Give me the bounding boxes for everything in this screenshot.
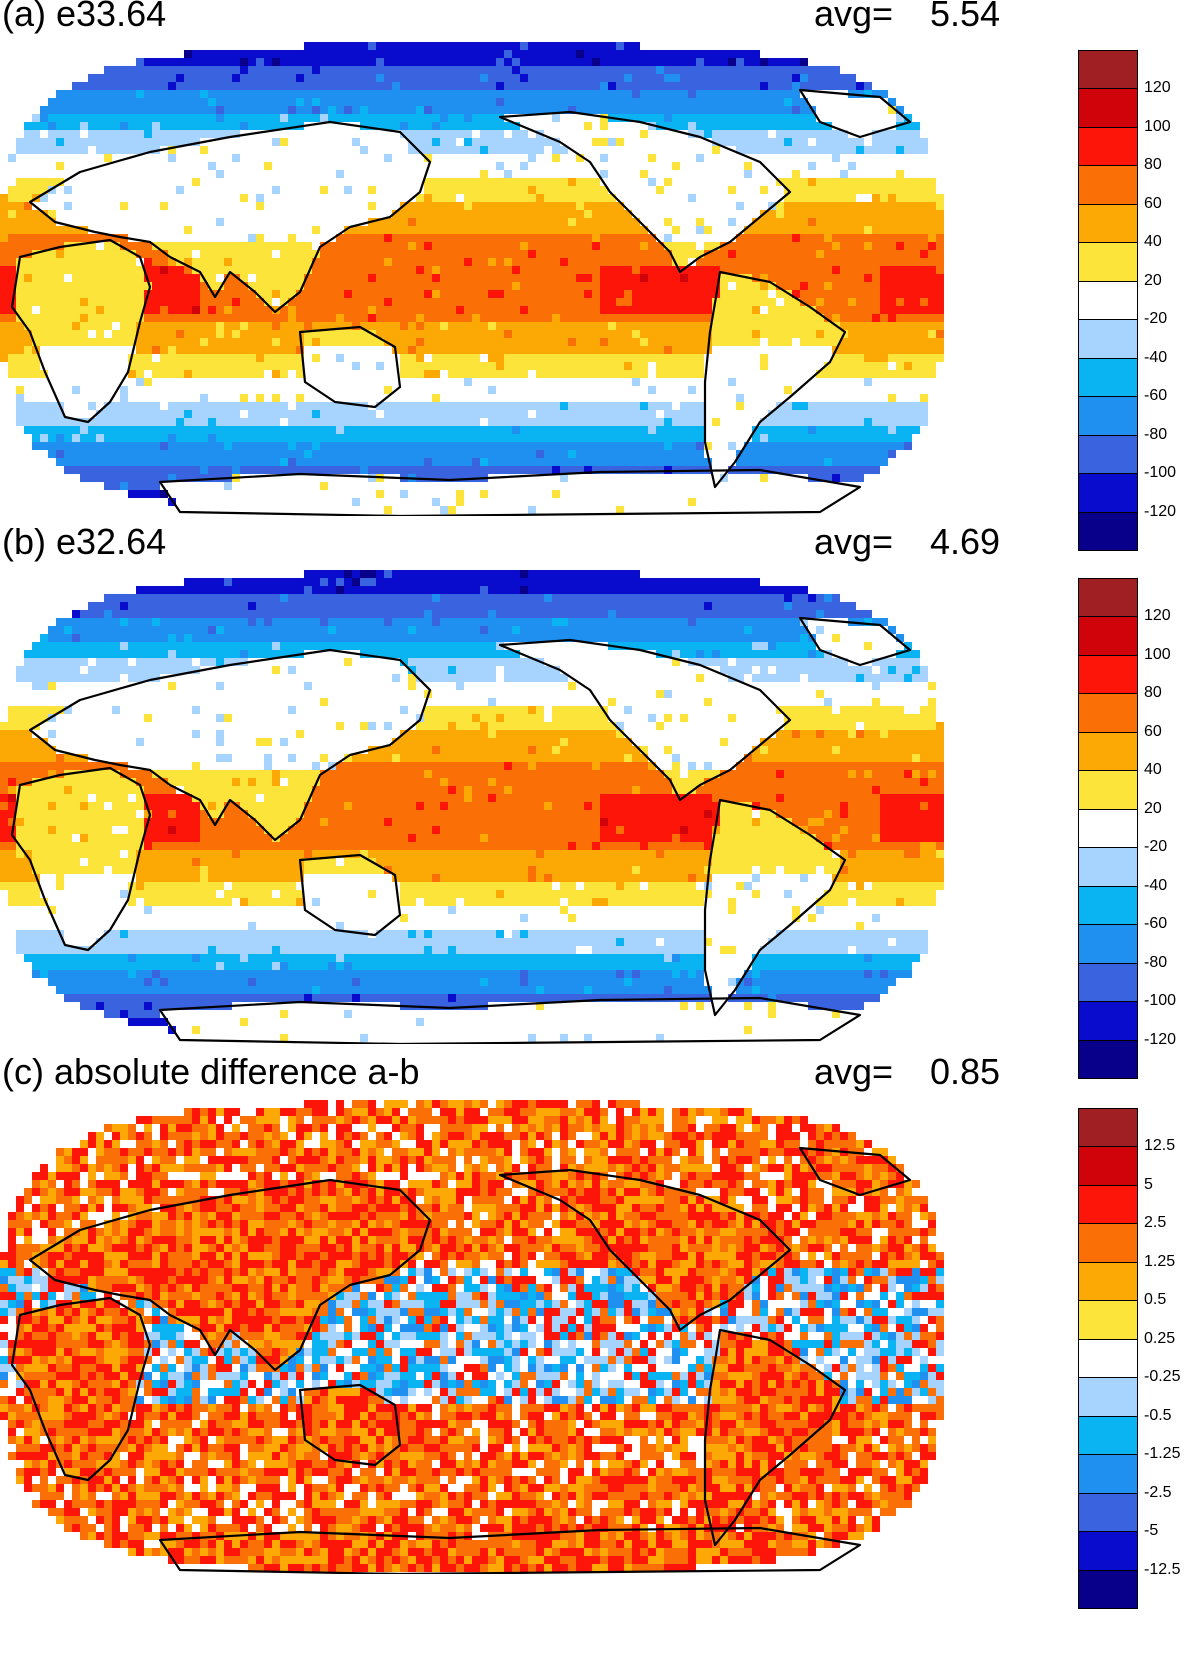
colorbar-tick-label: 80 <box>1144 684 1162 702</box>
colorbar-tick-label: -120 <box>1144 502 1177 520</box>
panel-title: (a) e33.64 <box>2 0 167 34</box>
colorbar-tick-label: -80 <box>1144 425 1168 443</box>
colorbar-tick-label: -100 <box>1144 464 1177 482</box>
colorbar-swatch <box>1078 203 1138 244</box>
colorbar-tick-label: -60 <box>1144 915 1168 933</box>
colorbar-tick-label: 120 <box>1144 79 1171 97</box>
colorbar-tick-label: -120 <box>1144 1030 1177 1048</box>
colorbar-swatch <box>1078 511 1138 551</box>
colorbar-tick-label: 40 <box>1144 761 1162 779</box>
avg-label: avg= <box>814 521 894 562</box>
panel-a: (a) e33.64 avg= 5.54 120 100 80 60 40 20 -20 -4… <box>0 0 1194 560</box>
avg-value: 0.85 <box>930 1051 1001 1092</box>
colorbar-tick-label: -20 <box>1144 838 1168 856</box>
colorbar: 120 100 80 60 40 20 -20 -40 -60 -80 -100 -120 <box>1078 578 1194 1079</box>
colorbar-tick-label: -12.5 <box>1144 1560 1181 1578</box>
world-map <box>0 570 944 1044</box>
colorbar-tick-label: 20 <box>1144 799 1162 817</box>
colorbar-tick-label: 0.25 <box>1144 1329 1176 1347</box>
colorbar-tick-label: -100 <box>1144 992 1177 1010</box>
colorbar-tick-label: 0.5 <box>1144 1291 1167 1309</box>
avg-value: 4.69 <box>930 521 1001 562</box>
colorbar-swatch <box>1078 1492 1138 1533</box>
colorbar: 120 100 80 60 40 20 -20 -40 -60 -80 -100 -120 <box>1078 50 1194 551</box>
coastlines <box>10 1146 912 1574</box>
colorbar-swatch <box>1078 578 1138 618</box>
colorbar-tick-label: -2.5 <box>1144 1483 1172 1501</box>
map-field-cells <box>0 42 944 514</box>
colorbar-swatch <box>1078 242 1138 282</box>
colorbar-tick-label: -80 <box>1144 953 1168 971</box>
panel-title: (c) absolute difference a-b <box>2 1051 420 1092</box>
colorbar-swatch <box>1078 1569 1138 1609</box>
colorbar: 12.5 5 2.5 1.25 0.5 0.25 -0.25 -0.5 -1.25 -2.5 -5 -… <box>1078 1108 1194 1609</box>
colorbar-swatch <box>1078 1108 1138 1148</box>
colorbar-swatch <box>1078 847 1138 887</box>
avg-value: 5.54 <box>930 0 1001 34</box>
colorbar-swatch <box>1078 1338 1138 1379</box>
colorbar-tick-label: -1.25 <box>1144 1445 1181 1463</box>
colorbar-swatch <box>1078 1377 1138 1417</box>
colorbar-swatch <box>1078 396 1138 436</box>
colorbar-swatch <box>1078 434 1138 475</box>
colorbar-tick-label: -40 <box>1144 348 1168 366</box>
colorbar-tick-label: 2.5 <box>1144 1214 1167 1232</box>
colorbar-swatch <box>1078 280 1138 321</box>
colorbar-swatch <box>1078 1415 1138 1456</box>
coastlines <box>10 616 912 1044</box>
colorbar-swatch <box>1078 693 1138 733</box>
colorbar-swatch <box>1078 616 1138 656</box>
colorbar-swatch <box>1078 924 1138 964</box>
colorbar-swatch <box>1078 1531 1138 1571</box>
colorbar-tick-label: -0.5 <box>1144 1406 1172 1424</box>
colorbar-tick-label: 120 <box>1144 607 1171 625</box>
world-map <box>0 42 944 516</box>
map-field-cells <box>0 1100 944 1572</box>
colorbar-tick-label: -0.25 <box>1144 1368 1181 1386</box>
colorbar-tick-label: 20 <box>1144 271 1162 289</box>
colorbar-tick-label: 60 <box>1144 722 1162 740</box>
colorbar-swatch <box>1078 319 1138 359</box>
colorbar-swatch <box>1078 88 1138 128</box>
panel-c: (c) absolute difference a-b avg= 0.85 12… <box>0 1052 1194 1618</box>
colorbar-swatch <box>1078 126 1138 167</box>
colorbar-swatch <box>1078 770 1138 810</box>
colorbar-tick-label: -20 <box>1144 310 1168 328</box>
colorbar-swatch <box>1078 1261 1138 1302</box>
colorbar-swatch <box>1078 731 1138 772</box>
colorbar-tick-label: 40 <box>1144 233 1162 251</box>
colorbar-tick-label: 5 <box>1144 1175 1153 1193</box>
colorbar-swatch <box>1078 1039 1138 1079</box>
colorbar-swatch <box>1078 1001 1138 1041</box>
colorbar-tick-label: -40 <box>1144 876 1168 894</box>
colorbar-tick-label: 60 <box>1144 194 1162 212</box>
coastlines <box>10 88 912 516</box>
colorbar-tick-label: -5 <box>1144 1522 1159 1540</box>
panel-title: (b) e32.64 <box>2 521 167 562</box>
colorbar-swatch <box>1078 654 1138 695</box>
avg-label: avg= <box>814 1051 894 1092</box>
colorbar-swatch <box>1078 885 1138 926</box>
colorbar-tick-label: 100 <box>1144 645 1171 663</box>
avg-label: avg= <box>814 0 894 34</box>
colorbar-tick-label: 12.5 <box>1144 1137 1176 1155</box>
colorbar-tick-label: 100 <box>1144 117 1171 135</box>
colorbar-swatch <box>1078 165 1138 205</box>
colorbar-swatch <box>1078 808 1138 849</box>
colorbar-swatch <box>1078 1184 1138 1225</box>
colorbar-swatch <box>1078 1300 1138 1340</box>
map-field-cells <box>0 570 944 1042</box>
colorbar-tick-label: 1.25 <box>1144 1252 1176 1270</box>
colorbar-tick-label: 80 <box>1144 156 1162 174</box>
colorbar-swatch <box>1078 1454 1138 1494</box>
world-map <box>0 1100 944 1574</box>
colorbar-swatch <box>1078 1223 1138 1263</box>
colorbar-swatch <box>1078 357 1138 398</box>
colorbar-swatch <box>1078 962 1138 1003</box>
colorbar-swatch <box>1078 50 1138 90</box>
panel-b: (b) e32.64 avg= 4.69 120 100 80 60 40 20 -20 -4… <box>0 522 1194 1088</box>
colorbar-swatch <box>1078 473 1138 513</box>
colorbar-tick-label: -60 <box>1144 387 1168 405</box>
colorbar-swatch <box>1078 1146 1138 1186</box>
